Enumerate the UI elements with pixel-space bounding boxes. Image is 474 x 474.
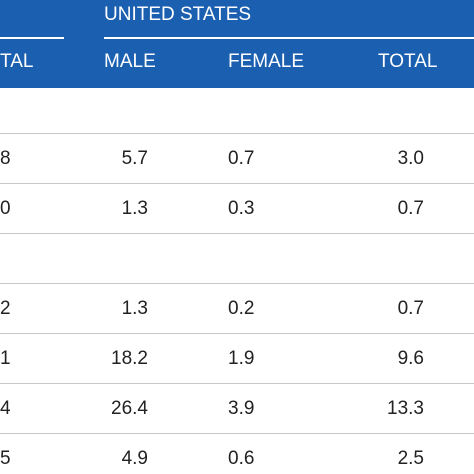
cell-total: 9.6 xyxy=(397,348,424,369)
cell-partial: 0 xyxy=(0,198,11,219)
row-divider xyxy=(0,133,474,134)
cell-partial: 2 xyxy=(0,298,11,319)
row-divider xyxy=(0,383,474,384)
cell-female: 0.3 xyxy=(228,198,255,219)
cell-total: 0.7 xyxy=(397,298,424,319)
cell-total: 2.5 xyxy=(397,448,424,469)
cell-male: 4.9 xyxy=(121,448,148,469)
row-divider xyxy=(0,433,474,434)
cell-total: 3.0 xyxy=(397,148,424,169)
header-divider-left xyxy=(0,37,64,39)
cell-partial: 8 xyxy=(0,148,11,169)
cell-female: 0.7 xyxy=(228,148,255,169)
column-header-partial-total: TAL xyxy=(0,51,34,72)
row-divider xyxy=(0,333,474,334)
cell-partial: 5 xyxy=(0,448,11,469)
cell-total: 0.7 xyxy=(397,198,424,219)
column-header-female: FEMALE xyxy=(228,51,305,72)
cell-male: 5.7 xyxy=(121,148,148,169)
column-header-male: MALE xyxy=(104,51,156,72)
cell-male: 1.3 xyxy=(121,198,148,219)
cell-female: 0.6 xyxy=(228,448,255,469)
cell-female: 3.9 xyxy=(228,398,255,419)
row-divider xyxy=(0,283,474,284)
group-label-united-states: UNITED STATES xyxy=(104,4,252,25)
header-divider-united-states xyxy=(104,37,474,39)
cell-partial: 4 xyxy=(0,398,11,419)
cell-female: 0.2 xyxy=(228,298,255,319)
cell-male: 1.3 xyxy=(121,298,148,319)
row-divider xyxy=(0,233,474,234)
cell-male: 26.4 xyxy=(111,398,148,419)
cell-male: 18.2 xyxy=(111,348,148,369)
row-divider xyxy=(0,183,474,184)
column-header-total: TOTAL xyxy=(378,51,438,72)
cell-female: 1.9 xyxy=(228,348,255,369)
cell-total: 13.3 xyxy=(387,398,424,419)
cell-partial: 1 xyxy=(0,348,11,369)
table-header: UNITED STATES TAL MALE FEMALE TOTAL xyxy=(0,0,474,88)
